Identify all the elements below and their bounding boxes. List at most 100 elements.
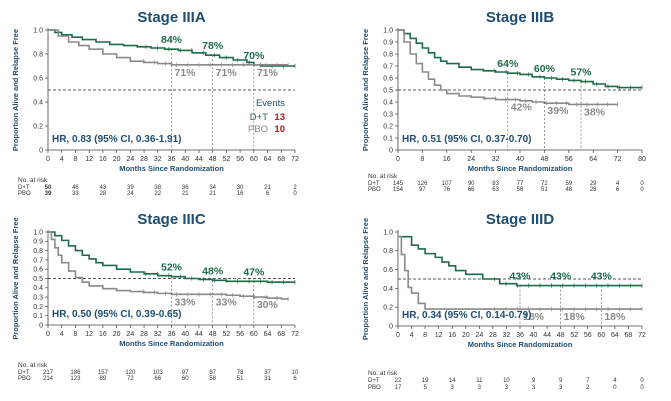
hazard-ratio-text: HR, 0.34 (95% CI, 0.14-0.79): [402, 310, 532, 321]
x-tick-label: 20: [113, 331, 121, 338]
x-tick-label: 64: [611, 332, 619, 339]
y-tick-label: 0.4: [33, 99, 43, 106]
events-dt-label: D+T: [250, 112, 268, 123]
pbo-landmark-label: 33%: [175, 296, 197, 308]
risk-pbo-count: 28: [590, 187, 597, 193]
risk-dt-count: 90: [468, 181, 475, 187]
x-tick-label: 28: [140, 156, 148, 163]
x-axis-label: Months Since Randomization: [468, 340, 573, 349]
risk-dt-count: 30: [237, 185, 244, 191]
y-tick-label: 0.9: [383, 39, 393, 46]
risk-dt-count: 2: [293, 185, 297, 191]
x-tick-label: 4: [410, 332, 414, 339]
y-tick-label: 0: [389, 147, 393, 154]
x-tick-label: 60: [597, 332, 605, 339]
risk-dt-count: 36: [182, 185, 189, 191]
pbo-landmark-label: 71%: [257, 67, 279, 79]
risk-pbo-count: 66: [154, 376, 161, 382]
dt-landmark-label: 60%: [534, 63, 556, 75]
risk-pbo-count: 3: [559, 385, 563, 391]
risk-pbo-label: PBO: [18, 376, 31, 382]
risk-pbo-count: 97: [419, 187, 426, 193]
risk-pbo-count: 60: [182, 376, 189, 382]
risk-dt-label: D+T: [368, 181, 380, 187]
y-tick-label: 0.6: [33, 75, 43, 82]
risk-pbo-count: 51: [541, 187, 548, 193]
risk-pbo-count: 56: [517, 187, 524, 193]
y-tick-label: 0.5: [33, 276, 43, 283]
x-tick-label: 36: [516, 332, 524, 339]
panel-title: Stage IIID: [486, 211, 555, 228]
risk-pbo-count: 51: [237, 376, 244, 382]
risk-dt-count: 21: [264, 185, 271, 191]
y-tick-label: 0.7: [33, 257, 43, 264]
x-tick-label: 40: [181, 331, 189, 338]
risk-pbo-count: 0: [640, 187, 644, 193]
dt-landmark-label: 78%: [202, 40, 224, 52]
risk-dt-count: 83: [492, 181, 499, 187]
x-tick-label: 0: [46, 156, 50, 163]
risk-pbo-count: 3: [451, 385, 455, 391]
risk-pbo-count: 3: [478, 385, 482, 391]
x-tick-label: 68: [277, 156, 285, 163]
pbo-landmark-label: 33%: [216, 296, 238, 308]
risk-pbo-count: 3: [505, 385, 509, 391]
hazard-ratio-text: HR, 0.83 (95% CI, 0.36-1.91): [52, 134, 182, 145]
pbo-landmark-label: 71%: [216, 67, 238, 79]
risk-pbo-count: 17: [395, 385, 402, 391]
panel-1: Stage IIIA Proportion Alive and Relapse F…: [11, 9, 299, 197]
x-tick-label: 12: [85, 156, 93, 163]
risk-pbo-count: 31: [264, 376, 271, 382]
risk-dt-count: 103: [153, 370, 164, 376]
x-tick-label: 56: [584, 332, 592, 339]
panel-title: Stage IIIC: [137, 211, 206, 228]
y-tick-label: 0.9: [33, 239, 43, 246]
y-axis-label: Proportion Alive and Relapse Free: [11, 29, 20, 151]
risk-dt-count: 157: [98, 370, 109, 376]
events-title: Events: [256, 98, 285, 109]
risk-dt-count: 77: [517, 181, 524, 187]
dt-landmark-label: 70%: [243, 50, 265, 62]
x-tick-label: 68: [625, 332, 633, 339]
risk-pbo-count: 2: [586, 385, 590, 391]
x-tick-label: 32: [154, 331, 162, 338]
y-tick-label: 1.0: [383, 27, 393, 34]
y-tick-label: 0.3: [383, 111, 393, 118]
y-tick-label: 0.2: [383, 123, 393, 130]
pbo-landmark-label: 18%: [564, 311, 586, 323]
dt-landmark-label: 47%: [243, 266, 265, 278]
x-tick-label: 52: [222, 331, 230, 338]
risk-pbo-count: 24: [127, 191, 134, 197]
x-tick-label: 40: [530, 332, 538, 339]
x-tick-label: 32: [492, 156, 500, 163]
risk-dt-count: 11: [476, 378, 483, 384]
risk-pbo-count: 72: [127, 376, 134, 382]
y-tick-label: 0.1: [383, 135, 393, 142]
y-tick-label: 0.2: [33, 304, 43, 311]
risk-pbo-count: 58: [209, 376, 216, 382]
risk-dt-count: 186: [70, 370, 81, 376]
risk-dt-count: 10: [503, 378, 510, 384]
risk-table-header: No. at risk: [18, 362, 48, 369]
risk-pbo-count: 3: [532, 385, 536, 391]
x-tick-label: 32: [154, 156, 162, 163]
x-tick-label: 16: [99, 156, 107, 163]
x-tick-label: 36: [168, 331, 176, 338]
risk-dt-count: 4: [616, 181, 620, 187]
x-tick-label: 4: [60, 156, 64, 163]
y-tick-label: 0.8: [33, 248, 43, 255]
y-tick-label: 0.7: [383, 63, 393, 70]
x-tick-label: 28: [489, 332, 497, 339]
x-tick-label: 0: [396, 332, 400, 339]
x-tick-label: 24: [467, 156, 475, 163]
risk-dt-count: 46: [72, 185, 79, 191]
pbo-survival-curve: [48, 231, 289, 300]
y-axis-label: Proportion Alive and Relapse Free: [361, 29, 370, 151]
y-tick-label: 0.1: [33, 313, 43, 320]
x-tick-label: 24: [475, 332, 483, 339]
x-tick-label: 40: [181, 156, 189, 163]
risk-pbo-count: 66: [468, 187, 475, 193]
x-tick-label: 48: [209, 156, 217, 163]
risk-dt-label: D+T: [368, 378, 380, 384]
